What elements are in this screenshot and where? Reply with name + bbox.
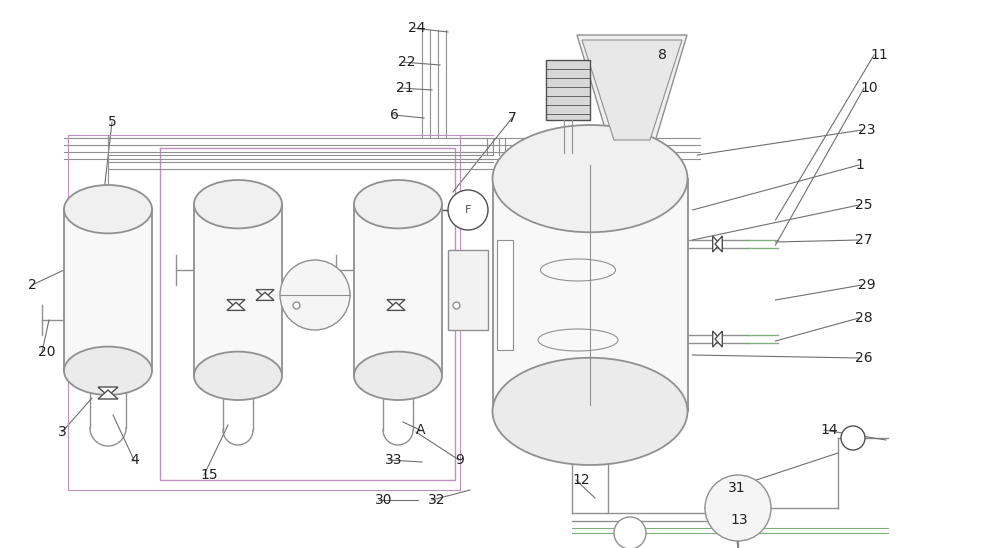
Text: 26: 26 <box>855 351 873 365</box>
Polygon shape <box>98 390 118 399</box>
Text: 11: 11 <box>870 48 888 62</box>
Polygon shape <box>256 289 274 298</box>
Circle shape <box>280 260 350 330</box>
Ellipse shape <box>354 352 442 400</box>
Ellipse shape <box>354 180 442 229</box>
Polygon shape <box>577 35 687 145</box>
Text: 28: 28 <box>855 311 873 325</box>
Text: 15: 15 <box>200 468 218 482</box>
Text: F: F <box>465 205 471 215</box>
Ellipse shape <box>64 185 152 233</box>
Text: A: A <box>416 423 426 437</box>
Polygon shape <box>256 292 274 300</box>
Text: 31: 31 <box>728 481 746 495</box>
Polygon shape <box>227 300 245 307</box>
Bar <box>354 204 442 376</box>
Text: 20: 20 <box>38 345 56 359</box>
Bar <box>448 250 488 330</box>
Text: 8: 8 <box>658 48 667 62</box>
Text: 23: 23 <box>858 123 876 137</box>
Text: 9: 9 <box>455 453 464 467</box>
Polygon shape <box>713 236 720 252</box>
Ellipse shape <box>492 358 688 465</box>
Ellipse shape <box>194 352 282 400</box>
Text: 32: 32 <box>428 493 446 507</box>
Polygon shape <box>387 300 405 307</box>
Text: 33: 33 <box>385 453 402 467</box>
Polygon shape <box>713 331 720 347</box>
Ellipse shape <box>64 346 152 395</box>
Text: 29: 29 <box>858 278 876 292</box>
Polygon shape <box>98 387 118 396</box>
Ellipse shape <box>492 125 688 232</box>
Text: 25: 25 <box>855 198 872 212</box>
Circle shape <box>448 190 488 230</box>
Text: 13: 13 <box>730 513 748 527</box>
Bar <box>64 209 152 371</box>
Text: 10: 10 <box>860 81 878 95</box>
Circle shape <box>705 475 771 541</box>
Circle shape <box>841 426 865 450</box>
Text: 24: 24 <box>408 21 426 35</box>
Text: 27: 27 <box>855 233 872 247</box>
Bar <box>496 240 512 350</box>
Bar <box>194 204 282 376</box>
Text: 14: 14 <box>820 423 838 437</box>
Bar <box>546 60 590 120</box>
Ellipse shape <box>194 180 282 229</box>
Text: 6: 6 <box>390 108 399 122</box>
Text: 7: 7 <box>508 111 517 125</box>
Bar <box>492 179 688 412</box>
Text: 3: 3 <box>58 425 67 439</box>
Text: 21: 21 <box>396 81 414 95</box>
Text: 2: 2 <box>28 278 37 292</box>
Text: 30: 30 <box>375 493 392 507</box>
Text: 12: 12 <box>572 473 590 487</box>
Polygon shape <box>227 302 245 310</box>
Polygon shape <box>715 236 722 252</box>
Text: 1: 1 <box>855 158 864 172</box>
Polygon shape <box>715 331 722 347</box>
Text: 5: 5 <box>108 115 117 129</box>
Text: 22: 22 <box>398 55 416 69</box>
Polygon shape <box>387 302 405 310</box>
Circle shape <box>614 517 646 548</box>
Text: 4: 4 <box>130 453 139 467</box>
Polygon shape <box>582 40 682 140</box>
